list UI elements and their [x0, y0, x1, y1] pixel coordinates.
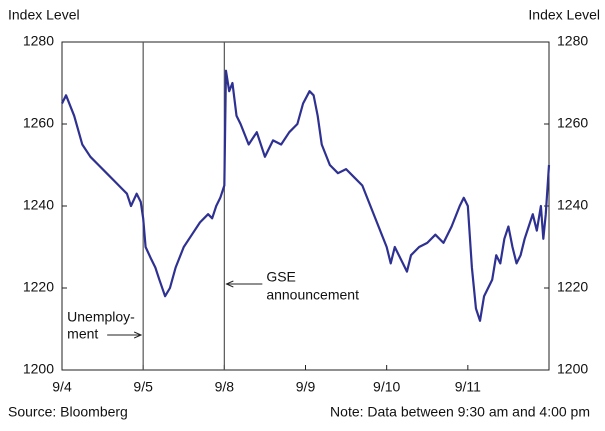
y2-tick-label: 1220: [557, 279, 588, 295]
event-label: GSE: [266, 269, 296, 285]
event-label: ment: [67, 326, 98, 342]
note: Note: Data between 9:30 am and 4:00 pm: [330, 404, 590, 420]
x-tick-label: 9/9: [296, 379, 316, 395]
y2-tick-label: 1280: [557, 33, 588, 49]
y2-tick-label: 1200: [557, 361, 588, 377]
plot-frame: [61, 41, 550, 371]
x-tick-label: 9/8: [215, 379, 235, 395]
x-tick-label: 9/10: [373, 379, 400, 395]
y2-tick-label: 1240: [557, 197, 588, 213]
y-axis-label: Index Level: [8, 7, 80, 23]
y-tick-label: 1260: [23, 115, 54, 131]
y-tick-label: 1280: [23, 33, 54, 49]
y2-tick-label: 1260: [557, 115, 588, 131]
y-tick-label: 1220: [23, 279, 54, 295]
y2-axis-label: Index Level: [528, 7, 600, 23]
y-tick-label: 1240: [23, 197, 54, 213]
x-tick-label: 9/4: [52, 379, 72, 395]
event-label: Unemploy-: [67, 309, 135, 325]
event-label: announcement: [266, 287, 359, 303]
y-tick-label: 1200: [23, 361, 54, 377]
x-tick-label: 9/11: [455, 379, 481, 395]
x-tick-label: 9/5: [133, 379, 153, 395]
source: Source: Bloomberg: [8, 404, 128, 420]
series-line: [61, 69, 551, 322]
